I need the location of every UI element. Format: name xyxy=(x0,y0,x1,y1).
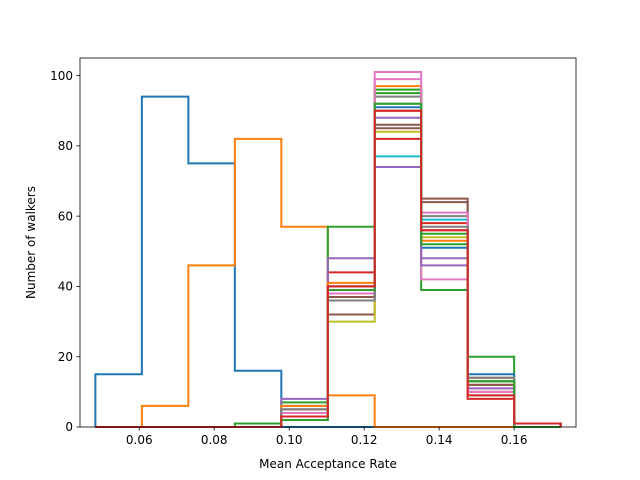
x-tick-label: 0.08 xyxy=(201,433,228,447)
x-tick-label: 0.10 xyxy=(276,433,303,447)
y-tick-label: 0 xyxy=(65,420,73,434)
y-tick-label: 80 xyxy=(58,139,73,153)
y-axis-label: Number of walkers xyxy=(24,186,38,299)
y-axis: 0 20 40 60 80 100 xyxy=(50,69,80,434)
x-axis: 0.06 0.08 0.10 0.12 0.14 0.16 xyxy=(126,427,528,447)
y-tick-label: 20 xyxy=(58,350,73,364)
x-tick-label: 0.06 xyxy=(126,433,153,447)
x-axis-label: Mean Acceptance Rate xyxy=(259,457,397,471)
x-tick-label: 0.14 xyxy=(426,433,453,447)
x-tick-label: 0.16 xyxy=(501,433,528,447)
x-tick-label: 0.12 xyxy=(351,433,378,447)
y-tick-label: 40 xyxy=(58,280,73,294)
plot-frame xyxy=(79,57,577,428)
y-tick-label: 100 xyxy=(50,69,73,83)
y-tick-label: 60 xyxy=(58,209,73,223)
